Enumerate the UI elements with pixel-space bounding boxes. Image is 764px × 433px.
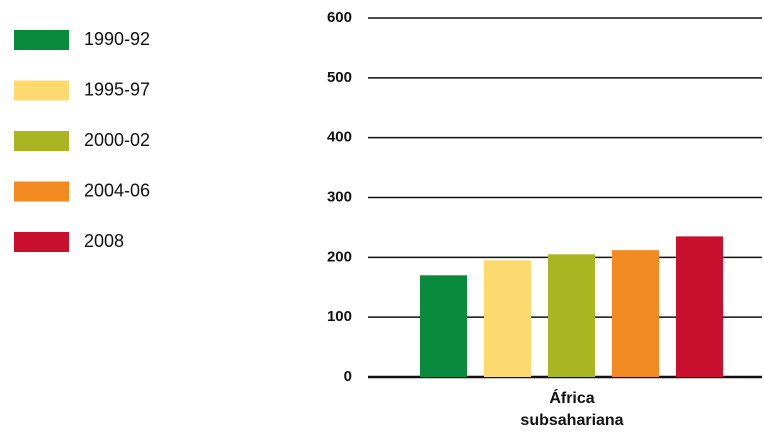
legend-swatch xyxy=(14,131,69,151)
x-tick-label: África subsahariana xyxy=(520,390,624,429)
legend-label: 2004-06 xyxy=(84,180,150,200)
bar xyxy=(612,250,659,377)
y-tick-label: 100 xyxy=(327,308,352,325)
bar xyxy=(676,236,723,377)
bar xyxy=(420,275,467,377)
legend-swatch xyxy=(14,232,69,252)
legend-label: 1990-92 xyxy=(84,29,150,49)
legend-label: 2000-02 xyxy=(84,130,150,150)
bar xyxy=(484,260,531,377)
y-tick-label: 200 xyxy=(327,248,352,265)
legend-swatch xyxy=(14,80,69,101)
y-tick-label: 0 xyxy=(344,368,352,385)
y-tick-label: 300 xyxy=(327,188,352,205)
legend-label: 2008 xyxy=(84,231,124,251)
legend-swatch xyxy=(14,181,69,202)
y-tick-label: 400 xyxy=(327,129,352,146)
legend-swatch xyxy=(14,30,69,50)
y-tick-label: 500 xyxy=(327,69,352,86)
y-tick-label: 600 xyxy=(327,9,352,26)
legend-label: 1995-97 xyxy=(84,79,150,99)
bar xyxy=(548,254,595,377)
